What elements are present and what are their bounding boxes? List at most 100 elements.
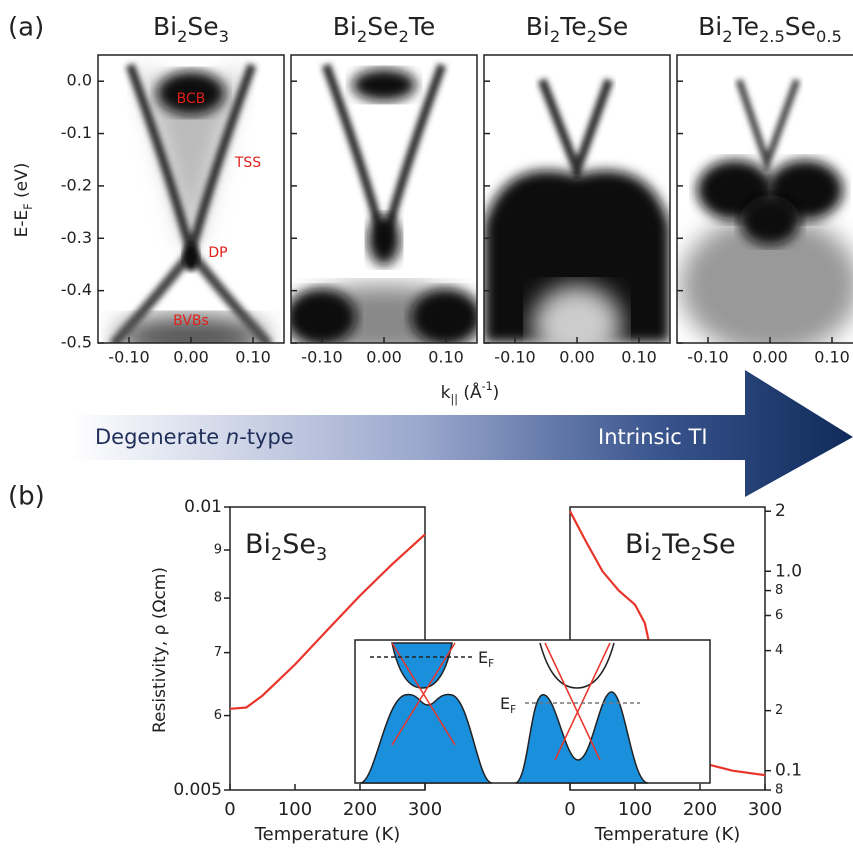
text-part: 2 xyxy=(177,27,187,46)
text-part: (Å xyxy=(458,381,482,403)
annotation: BCB xyxy=(177,91,206,107)
band xyxy=(735,78,801,174)
text-part: E xyxy=(478,648,488,667)
x-tick-label: -0.10 xyxy=(494,348,535,367)
text-part: 2 xyxy=(722,27,732,46)
text-part: k xyxy=(441,383,451,403)
text-part: n xyxy=(226,425,239,449)
x-tick-label: 0 xyxy=(224,799,235,820)
text-part: 2 xyxy=(550,27,560,46)
haze xyxy=(138,65,244,255)
band xyxy=(352,69,416,101)
text-part: F xyxy=(22,203,35,209)
text-part: F xyxy=(488,658,494,670)
panel-title: Bi2Te2Se xyxy=(526,12,628,46)
text-part: 2 xyxy=(587,27,597,46)
y-tick-label: 2 xyxy=(775,703,783,718)
x-tick-label: 0.00 xyxy=(752,348,788,367)
text-part: 2 xyxy=(651,545,662,565)
arpes-panel xyxy=(484,55,670,343)
y-axis-title: Resistivity, ρ (Ωcm) xyxy=(150,567,170,733)
fermi-label: EF xyxy=(478,648,494,671)
y-tick-label: 8 xyxy=(775,783,783,798)
y-tick-label: -0.1 xyxy=(61,123,92,142)
x-tick-label: 0 xyxy=(564,799,575,820)
text-part: Te xyxy=(408,12,435,41)
text-part: Te xyxy=(661,529,691,560)
text-part: Bi xyxy=(526,12,550,41)
band xyxy=(484,170,670,343)
x-tick-label: 200 xyxy=(343,799,377,820)
y-tick-label: 0.01 xyxy=(184,497,222,517)
text-part: || xyxy=(451,393,458,406)
x-tick-label: -0.10 xyxy=(687,348,728,367)
x-tick-label: 0.00 xyxy=(559,348,595,367)
progress-arrow xyxy=(70,370,853,497)
x-tick-label: 0.10 xyxy=(428,348,464,367)
text-part: Bi xyxy=(153,12,177,41)
text-part: 3 xyxy=(219,27,229,46)
y-tick-label: 1.0 xyxy=(775,561,802,581)
y-tick-label: 4 xyxy=(775,643,783,658)
band xyxy=(157,71,225,115)
panel-label: (a) xyxy=(8,13,44,43)
chart-title: Bi2Se3 xyxy=(245,529,327,566)
fermi-label: EF xyxy=(500,694,516,717)
band xyxy=(368,215,400,265)
resistivity-line xyxy=(229,533,426,710)
annotation: BVBs xyxy=(173,313,209,329)
y-tick-label: 0.005 xyxy=(173,780,222,800)
text-part: Degenerate xyxy=(95,425,226,449)
y-tick-label: 7 xyxy=(214,645,222,660)
text-part: Bi xyxy=(698,12,722,41)
arpes-panel xyxy=(98,55,284,343)
x-tick-label: 0.10 xyxy=(814,348,850,367)
text-part: 3 xyxy=(316,545,327,565)
text-part: Te xyxy=(732,12,759,41)
text-part: Se xyxy=(785,12,816,41)
y-axis-title: E-EF (eV) xyxy=(12,163,35,238)
text-part: F xyxy=(510,704,516,716)
x-tick-label: 300 xyxy=(748,799,782,820)
y-tick-label: 6 xyxy=(775,608,783,623)
text-part: Temperature (K) xyxy=(254,824,401,845)
x-tick-label: 200 xyxy=(683,799,717,820)
y-tick-label: 6 xyxy=(214,708,222,723)
x-tick-label: 0.00 xyxy=(173,348,209,367)
panel-label: (b) xyxy=(8,482,45,512)
text-part: Se xyxy=(702,529,736,560)
y-tick-label: 2 xyxy=(775,501,786,521)
x-tick-label: 300 xyxy=(408,799,442,820)
text-part: -type xyxy=(239,425,294,449)
text-part: Bi xyxy=(245,529,271,560)
band xyxy=(291,289,356,343)
panel-title: Bi2Se2Te xyxy=(333,12,435,46)
band xyxy=(183,243,199,271)
text-part: E xyxy=(500,694,510,713)
text-part: Bi xyxy=(333,12,357,41)
y-tick-label: -0.5 xyxy=(61,333,92,352)
text-part: 2 xyxy=(691,545,702,565)
band xyxy=(532,285,622,343)
band xyxy=(411,289,477,343)
arpes-panel xyxy=(677,55,853,343)
x-tick-label: -0.10 xyxy=(301,348,342,367)
arpes-panel xyxy=(291,55,477,343)
chart-title: Bi2Te2Se xyxy=(625,529,736,566)
text-part: Te xyxy=(559,12,586,41)
x-axis-title: Temperature (K) xyxy=(254,824,401,845)
text-part: Resistivity, ρ (Ωcm) xyxy=(150,567,170,733)
text-part: Intrinsic TI xyxy=(598,425,708,449)
arrow-label: Intrinsic TI xyxy=(598,425,708,449)
x-tick-label: 100 xyxy=(278,799,312,820)
text-part: Bi xyxy=(625,529,651,560)
annotation: TSS xyxy=(234,155,261,171)
x-tick-label: 100 xyxy=(618,799,652,820)
y-tick-label: -0.3 xyxy=(61,228,92,247)
band xyxy=(116,315,266,343)
x-tick-label: 0.10 xyxy=(621,348,657,367)
text-part: E-E xyxy=(12,210,32,238)
text-part: -1 xyxy=(482,380,493,393)
text-part: ) xyxy=(493,383,500,403)
